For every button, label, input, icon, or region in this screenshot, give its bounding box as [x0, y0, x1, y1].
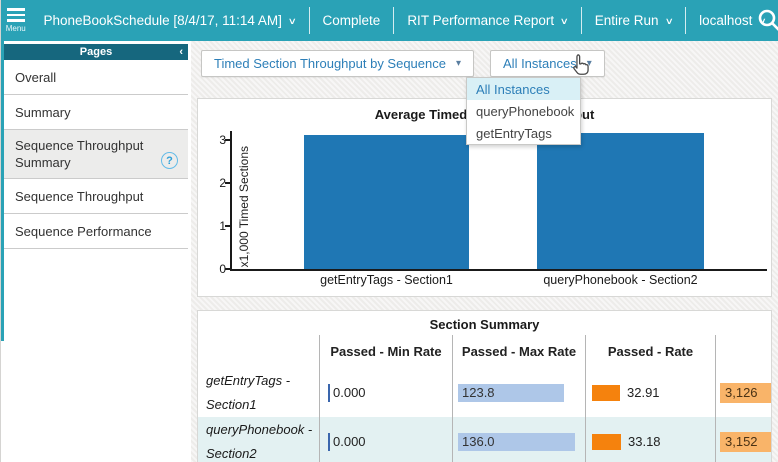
metric-select-value: Timed Section Throughput by Sequence — [214, 56, 446, 71]
sidebar-item-label: Sequence Throughput — [15, 188, 144, 204]
sidebar-item-label: Sequence Performance — [15, 223, 152, 239]
max-rate-bar: 123.8 — [458, 383, 564, 402]
table-row-label: queryPhonebook - Section2 — [198, 417, 319, 462]
rate-value: 32.91 — [627, 385, 660, 400]
y-tick-mark — [225, 182, 230, 184]
y-tick-label: 0 — [219, 262, 226, 276]
sidebar: Pages ‹ Overall Summary Sequence Throughpu… — [1, 41, 191, 462]
hamburger-icon — [6, 8, 25, 22]
chevron-down-icon: ∨ — [758, 16, 768, 26]
sidebar-item-sequence-throughput-summary[interactable]: Sequence Throughput Summary? — [4, 130, 188, 179]
x-axis-category-label: getEntryTags - Section1 — [320, 273, 453, 287]
toolbar: Timed Section Throughput by Sequence ▾ A… — [201, 50, 778, 77]
table-header-cell — [198, 335, 319, 368]
topbar-divider — [308, 7, 310, 34]
min-rate-bar — [328, 383, 330, 402]
top-bar: Menu PhoneBookSchedule [8/4/17, 11:14 AM… — [1, 0, 778, 41]
dropdown-option-queryphonebook[interactable]: queryPhonebook — [476, 103, 575, 119]
min-rate-bar — [328, 432, 330, 451]
report-dropdown[interactable]: RIT Performance Report ∨ — [394, 0, 580, 41]
chart-bar[interactable] — [304, 135, 469, 269]
run-dropdown-label: Entire Run — [594, 13, 659, 28]
count-bar: 3,152 — [720, 431, 771, 452]
section-summary-table: Passed - Min Rate Passed - Max Rate Passed… — [198, 335, 771, 462]
y-tick-mark — [225, 225, 230, 227]
table-title: Section Summary — [429, 317, 540, 332]
table-header-cell: Passed - Min Rate — [319, 335, 452, 368]
instance-select-value: All Instances — [503, 56, 577, 71]
chevron-down-icon: ∨ — [664, 16, 674, 26]
cell-count: 3,152 — [715, 417, 771, 462]
host-dropdown-label: localhost — [699, 13, 753, 28]
sidebar-item-overall[interactable]: Overall — [4, 60, 188, 95]
help-icon[interactable]: ? — [161, 152, 178, 169]
run-dropdown[interactable]: Entire Run ∨ — [582, 0, 685, 41]
cell-rate: 33.18 — [585, 417, 715, 462]
collapse-sidebar-icon[interactable]: ‹ — [179, 46, 183, 58]
y-tick-mark — [225, 139, 230, 141]
y-axis-label: x1,000 Timed Sections — [237, 145, 251, 267]
topbar-divider — [685, 7, 687, 34]
sidebar-item-label: Sequence Throughput Summary — [15, 138, 144, 170]
rate-bar — [592, 384, 620, 401]
max-rate-bar: 136.0 — [458, 432, 575, 451]
pages-header: Pages ‹ — [4, 44, 188, 60]
chart-bar[interactable] — [537, 133, 704, 269]
cell-max-rate: 136.0 — [452, 417, 585, 462]
table-header-cell: Passed - Max Rate — [452, 335, 585, 368]
bar-chart-plot: x1,000 Timed Sections 0 1 2 3 getEntryTags … — [219, 131, 767, 287]
pages-title: Pages — [79, 46, 113, 58]
table-header-cell: Pas — [715, 335, 771, 368]
topbar-divider — [393, 7, 395, 34]
sidebar-item-sequence-throughput[interactable]: Sequence Throughput — [4, 179, 188, 214]
section-summary-panel: Section Summary Passed - Min Rate Passed … — [197, 310, 772, 462]
rate-bar — [592, 433, 621, 450]
y-tick-label: 3 — [219, 133, 226, 147]
y-tick-label: 2 — [219, 176, 226, 190]
cell-min-rate: 0.000 — [319, 368, 452, 417]
status-label: Complete — [322, 13, 381, 28]
schedule-dropdown[interactable]: PhoneBookSchedule [8/4/17, 11:14 AM] ∨ — [31, 0, 309, 41]
cell-max-rate: 123.8 — [452, 368, 585, 417]
status-badge: Complete — [310, 0, 394, 41]
x-axis-category-label: queryPhonebook - Section2 — [543, 273, 698, 287]
sidebar-item-label: Overall — [15, 69, 57, 85]
min-rate-value: 0.000 — [333, 385, 366, 400]
cell-count: 3,126 — [715, 368, 771, 417]
sidebar-item-sequence-performance[interactable]: Sequence Performance — [4, 214, 188, 249]
caret-down-icon: ▾ — [586, 58, 592, 69]
instance-select[interactable]: All Instances ▾ — [490, 50, 605, 77]
menu-button-label: Menu — [5, 23, 26, 33]
min-rate-value: 0.000 — [333, 434, 366, 449]
chevron-down-icon: ∨ — [559, 16, 570, 26]
chevron-down-icon: ∨ — [287, 16, 297, 26]
cell-min-rate: 0.000 — [319, 417, 452, 462]
sidebar-nav: Overall Summary Sequence Throughput Summar… — [4, 60, 191, 249]
topbar-divider — [580, 7, 582, 34]
instance-dropdown-menu: All Instances queryPhonebook getEntryTags — [466, 77, 581, 145]
caret-down-icon: ▾ — [455, 58, 462, 69]
sidebar-item-summary[interactable]: Summary — [4, 95, 188, 130]
table-row-label: getEntryTags - Section1 — [206, 372, 291, 412]
sidebar-item-label: Summary — [15, 104, 71, 120]
table-header-cell: Passed - Rate — [585, 335, 715, 368]
cell-rate: 32.91 — [585, 368, 715, 417]
dropdown-option-getentrytags[interactable]: getEntryTags — [476, 125, 552, 141]
report-dropdown-label: RIT Performance Report — [407, 13, 555, 28]
y-tick-label: 1 — [219, 219, 226, 233]
schedule-dropdown-label: PhoneBookSchedule [8/4/17, 11:14 AM] — [43, 13, 282, 28]
count-bar: 3,126 — [720, 382, 771, 403]
y-tick-mark — [225, 268, 230, 270]
search-icon[interactable] — [756, 7, 778, 33]
menu-button[interactable]: Menu — [1, 0, 31, 41]
rate-value: 33.18 — [628, 434, 661, 449]
dropdown-option-all-instances[interactable]: All Instances — [467, 78, 580, 100]
host-dropdown[interactable]: localhost ∨ — [686, 0, 778, 41]
metric-select[interactable]: Timed Section Throughput by Sequence ▾ — [201, 50, 475, 77]
